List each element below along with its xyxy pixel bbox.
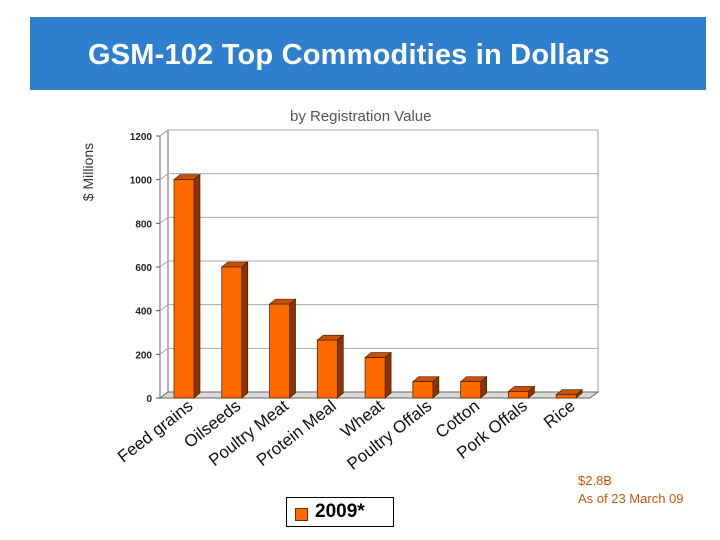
bar-front — [173, 179, 195, 399]
bar — [364, 351, 392, 399]
legend: 2009* — [286, 497, 394, 527]
title-banner: GSM-102 Top Commodities in Dollars — [30, 17, 706, 90]
gridline — [159, 304, 598, 312]
gridline — [159, 216, 598, 224]
bar-front — [316, 339, 338, 399]
bar-side — [241, 261, 249, 399]
bar — [459, 375, 488, 399]
bar-side — [384, 351, 392, 399]
gridlines — [156, 129, 598, 399]
chart-subtitle: by Registration Value — [290, 108, 432, 125]
y-tick-label: 1200 — [130, 132, 153, 143]
page-title: GSM-102 Top Commodities in Dollars — [88, 39, 610, 71]
bar-front — [460, 381, 482, 399]
bar — [268, 298, 297, 399]
legend-label: 2009* — [315, 501, 365, 522]
x-tick-label: Feed grains — [114, 396, 196, 466]
bar-front — [555, 394, 577, 399]
bar-front — [364, 357, 386, 399]
gridline — [159, 260, 598, 268]
legend-swatch — [295, 508, 308, 521]
y-tick-label: 800 — [135, 219, 152, 230]
y-tick-label: 0 — [146, 394, 152, 405]
bar-front — [269, 303, 290, 399]
bar — [173, 174, 201, 399]
bar-side — [193, 174, 201, 399]
total-note: $2.8B — [578, 473, 612, 488]
bar-side — [289, 298, 296, 399]
bar — [507, 385, 536, 399]
y-tick-label: 1000 — [130, 176, 153, 187]
bar-front — [221, 266, 243, 399]
bar — [555, 389, 584, 399]
gridline — [159, 347, 598, 355]
bar — [220, 261, 249, 399]
y-tick-label: 600 — [135, 263, 152, 274]
y-tick-labels: 0 200 400 600 800 1000 1200 — [130, 132, 153, 405]
x-tick-label: Rice — [540, 396, 579, 432]
bar-side — [337, 334, 344, 399]
bars — [173, 174, 584, 399]
as-of-note: As of 23 March 09 — [578, 491, 684, 506]
bar-front — [412, 381, 434, 399]
y-tick-label: 200 — [135, 350, 152, 361]
bar — [316, 334, 345, 399]
gridline — [159, 129, 598, 137]
bar — [412, 375, 440, 399]
x-tick-label: Poultry Offals — [343, 396, 435, 474]
bar-front — [508, 391, 529, 399]
gridline — [159, 173, 598, 181]
y-tick-label: 400 — [135, 307, 152, 318]
